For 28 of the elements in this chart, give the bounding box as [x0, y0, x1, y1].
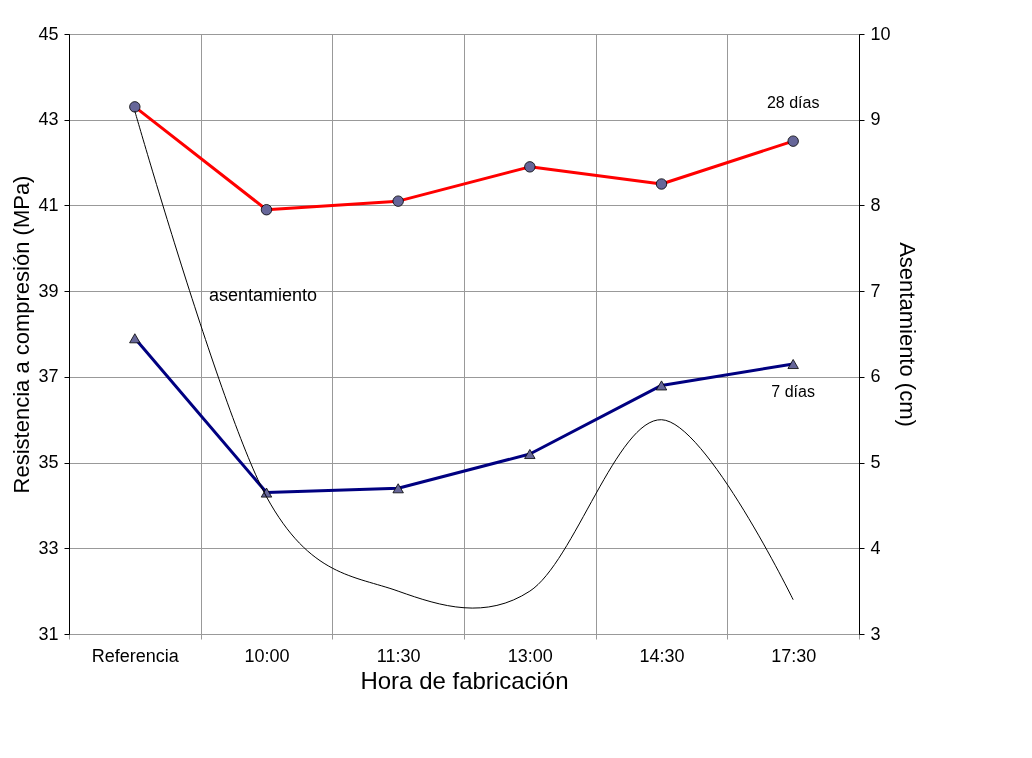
y-tick-label: 41 [38, 194, 59, 215]
series-label: 7 días [771, 383, 815, 400]
y-tick-label: 43 [38, 109, 59, 130]
x-tick-label: 10:00 [244, 645, 290, 666]
x-tick-label: 13:00 [507, 645, 553, 666]
y2-tick-label: 4 [870, 537, 881, 558]
x-tick-label: Referencia [91, 645, 180, 666]
y2-tick-label: 5 [870, 452, 881, 473]
x-tick-label: 17:30 [771, 645, 817, 666]
y-tick-label: 45 [38, 23, 59, 44]
text: 28 días [766, 94, 820, 112]
y2-tick-label: 10 [870, 23, 891, 44]
y2-tick-label: 8 [870, 194, 881, 215]
series-label: asentamiento [209, 285, 318, 305]
y2-tick-label: 6 [870, 366, 881, 387]
x-tick-label: 11:30 [376, 645, 421, 666]
y-tick-label: 31 [38, 623, 59, 644]
y2-axis-title: Asentamiento (cm) [894, 242, 920, 427]
y-tick-label: 35 [38, 452, 59, 473]
y-tick-label: 37 [38, 366, 59, 387]
y2-tick-label: 3 [870, 623, 881, 644]
x-tick-label: 14:30 [639, 645, 685, 666]
y2-tick-label: 9 [870, 109, 881, 130]
y-tick-label: 39 [38, 280, 59, 301]
y-axis-title: Resistencia a compresión (MPa) [9, 175, 35, 494]
y2-tick-label: 7 [870, 280, 881, 301]
x-axis-title: Hora de fabricación [360, 666, 569, 694]
y-tick-label: 33 [38, 537, 59, 558]
